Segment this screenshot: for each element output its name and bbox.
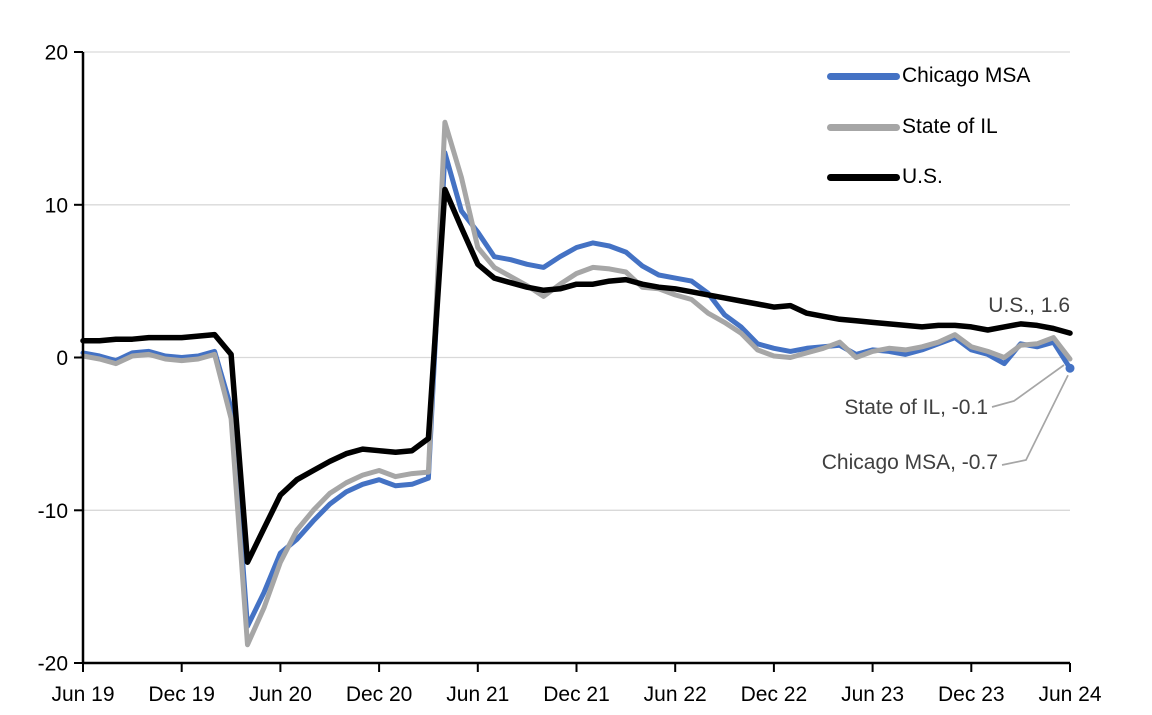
series-line-state-of-il [80, 119, 1073, 648]
annotation-us-value: U.S., 1.6 [988, 294, 1070, 317]
legend-item-us: U.S. [827, 163, 943, 191]
x-tick-label: Dec 20 [346, 683, 413, 706]
x-tick-label: Jun 21 [446, 683, 509, 706]
x-tick-label: Jun 23 [841, 683, 904, 706]
y-tick-label: 0 [56, 347, 68, 370]
leader-line-state-of-il [991, 364, 1065, 408]
y-tick-label: -20 [38, 653, 68, 676]
x-tick-label: Dec 23 [938, 683, 1005, 706]
annotation-state-of-il-value: State of IL, -0.1 [844, 396, 988, 419]
legend-label-state-of-il: State of IL [902, 115, 998, 138]
series-line-u-s [80, 186, 1073, 565]
series-line-chicago-msa [80, 150, 1073, 629]
legend-label-chicago-msa: Chicago MSA [902, 64, 1031, 87]
legend-item-chicago-msa: Chicago MSA [827, 62, 1030, 90]
x-tick-label: Dec 22 [741, 683, 808, 706]
legend-label-us: U.S. [902, 165, 943, 188]
y-tick-label: 20 [45, 42, 68, 65]
annotation-chicago-msa-value: Chicago MSA, -0.7 [821, 451, 998, 474]
legend-swatch-state-of-il [827, 123, 900, 131]
y-tick-label: 10 [45, 194, 68, 217]
x-tick-label: Dec 19 [148, 683, 215, 706]
x-tick-label: Jun 20 [249, 683, 312, 706]
x-tick-label: Dec 21 [543, 683, 610, 706]
x-tick-label: Jun 19 [51, 683, 114, 706]
legend-swatch-us [827, 173, 900, 181]
legend-item-state-of-il: State of IL [827, 113, 998, 141]
x-tick-label: Jun 24 [1038, 683, 1101, 706]
x-tick-label: Jun 22 [644, 683, 707, 706]
y-tick-label: -10 [38, 500, 68, 523]
series-end-dot-chicago-msa [1065, 363, 1075, 373]
legend-swatch-chicago-msa [827, 72, 900, 80]
leader-line-chicago-msa [1001, 374, 1069, 466]
